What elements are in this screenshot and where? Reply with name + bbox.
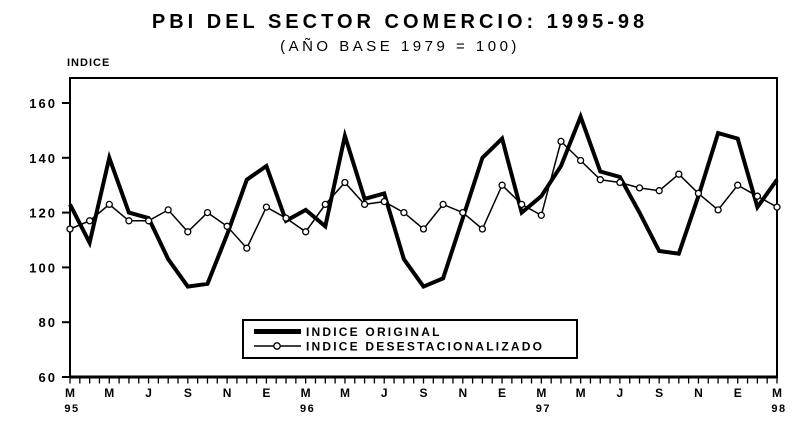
x-tick-label: E	[734, 386, 742, 400]
y-axis: 160 140 120 100 80 60	[29, 96, 70, 385]
data-point-marker	[419, 225, 428, 233]
x-tick-label: S	[655, 386, 663, 400]
x-tick-label: J	[145, 386, 152, 400]
data-point-marker	[518, 200, 526, 209]
y-tick-label: 60	[39, 370, 57, 385]
x-tick-label: M	[536, 386, 546, 400]
data-point-marker	[400, 208, 408, 217]
x-tick-label: N	[223, 386, 232, 400]
data-point-marker	[243, 244, 251, 252]
data-point-marker	[85, 217, 94, 225]
data-point-marker	[184, 228, 192, 236]
x-tick-label: S	[419, 386, 427, 400]
data-point-marker	[655, 187, 663, 195]
original-line	[68, 111, 779, 290]
data-point-marker	[616, 178, 624, 187]
x-tick-label: M	[104, 386, 114, 400]
x-axis: M M J S N E M M J S N E M M J S N E M 95 96 97 98	[64, 377, 786, 415]
y-tick-label: 120	[29, 206, 57, 221]
data-point-marker	[498, 181, 506, 189]
legend-label-original: INDICE ORIGINAL	[306, 325, 442, 339]
x-tick-label: J	[381, 386, 388, 400]
legend-box	[242, 319, 578, 359]
data-point-marker	[262, 203, 271, 211]
x-tick-label: N	[458, 386, 467, 400]
x-year-label: 95	[64, 403, 79, 415]
data-point-marker	[223, 222, 231, 230]
x-tick-label: M	[65, 386, 75, 400]
data-point-marker	[714, 206, 722, 214]
data-point-marker	[734, 181, 742, 189]
data-point-marker	[203, 208, 212, 217]
x-tick-label: E	[262, 386, 270, 400]
data-point-marker	[557, 137, 565, 146]
legend-label-desestacionalizado: INDICE DESESTACIONALIZADO	[306, 340, 544, 354]
x-tick-label: M	[301, 386, 311, 400]
x-tick-label: N	[694, 386, 703, 400]
x-year-label: 97	[536, 403, 551, 415]
y-axis-unit-label: INDICE	[67, 57, 110, 69]
data-point-marker	[596, 176, 604, 184]
y-tick-label: 160	[29, 96, 57, 111]
data-point-marker	[694, 189, 703, 198]
data-point-marker	[753, 192, 762, 200]
x-year-label: 98	[771, 403, 786, 415]
x-tick-label: J	[617, 386, 624, 400]
data-point-marker	[380, 197, 388, 206]
data-point-marker	[66, 225, 74, 233]
data-point-marker	[302, 228, 310, 236]
data-point-marker	[341, 178, 349, 187]
x-tick-label: S	[184, 386, 192, 400]
data-point-marker	[321, 200, 329, 209]
data-point-marker	[105, 200, 113, 209]
data-point-marker	[675, 170, 683, 178]
y-tick-label: 80	[39, 315, 57, 330]
data-point-marker	[360, 200, 369, 209]
data-point-marker	[439, 200, 447, 209]
y-tick-label: 100	[29, 260, 57, 275]
x-tick-label: M	[576, 386, 586, 400]
data-point-marker	[144, 217, 153, 225]
data-point-marker	[537, 211, 545, 219]
x-tick-label: M	[340, 386, 350, 400]
data-point-marker	[576, 156, 585, 165]
x-tick-label: E	[498, 386, 506, 400]
x-tick-label: M	[772, 386, 782, 400]
data-point-marker	[282, 214, 290, 222]
legend: INDICE ORIGINAL INDICE DESESTACIONALIZAD…	[242, 319, 578, 359]
legend-sample-circle-marker	[273, 342, 281, 350]
x-year-label: 96	[300, 403, 315, 415]
data-point-marker	[635, 184, 644, 192]
data-point-marker	[773, 203, 781, 211]
series-desestacionalizado	[66, 137, 781, 252]
data-point-marker	[164, 206, 172, 214]
chart-subtitle: (AÑO BASE 1979 = 100)	[280, 38, 520, 55]
data-point-marker	[478, 225, 487, 233]
data-point-marker	[459, 208, 467, 217]
series-original	[68, 111, 779, 290]
data-point-marker	[125, 217, 133, 225]
y-tick-label: 140	[29, 151, 57, 166]
chart-title: PBI DEL SECTOR COMERCIO: 1995-98	[152, 11, 648, 33]
